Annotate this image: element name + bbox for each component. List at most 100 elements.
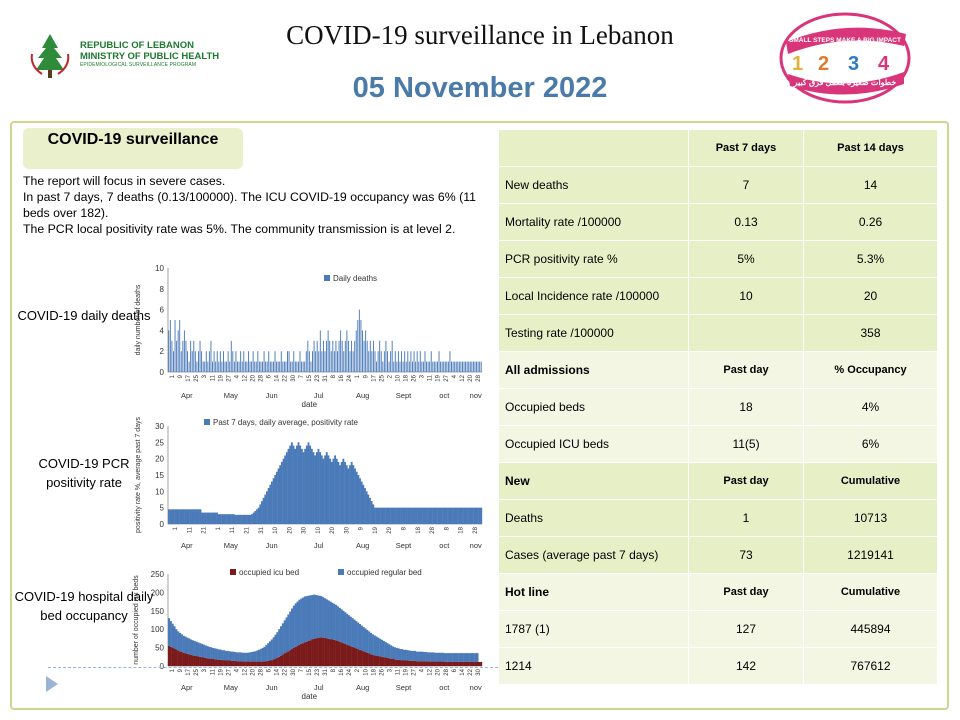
bar-icu: [445, 661, 448, 666]
bar: [259, 504, 262, 524]
bar-regular: [177, 631, 180, 651]
bar: [318, 351, 320, 372]
bar-icu: [265, 661, 268, 666]
table-cell-c3: Cumulative: [803, 573, 938, 611]
bar: [452, 361, 454, 372]
month-label: nov: [470, 683, 482, 692]
bar: [355, 330, 357, 372]
bar-icu: [197, 656, 200, 666]
bar: [443, 361, 445, 372]
x-tick-label: 10: [395, 374, 401, 381]
x-tick-label: 30: [291, 668, 297, 675]
bar-icu: [336, 640, 339, 666]
bar: [362, 330, 363, 372]
bar-icu: [246, 661, 249, 666]
play-arrow-icon[interactable]: [46, 676, 58, 692]
bar-icu: [362, 651, 365, 666]
bar: [168, 330, 170, 372]
bar-regular: [259, 649, 262, 662]
bar-icu: [287, 651, 290, 666]
bar: [344, 340, 346, 372]
bar-regular: [369, 632, 373, 655]
bar: [304, 361, 306, 372]
bar: [219, 351, 221, 372]
x-tick-label: 21: [245, 526, 251, 533]
bar: [423, 507, 426, 524]
bar: [264, 494, 267, 524]
bar-icu: [276, 657, 279, 666]
table-cell-c1: New: [498, 462, 689, 500]
bar-icu: [421, 661, 424, 666]
x-tick-label: 2: [355, 668, 361, 672]
bar: [210, 340, 212, 372]
legend-label: occupied regular bed: [347, 568, 422, 577]
bar-regular: [366, 629, 369, 653]
x-tick-label: 1: [355, 374, 361, 378]
bar: [334, 455, 336, 524]
bar: [319, 330, 321, 372]
bar-icu: [432, 661, 435, 666]
bar-regular: [379, 638, 382, 657]
bar-icu: [325, 638, 328, 666]
bar-regular: [382, 640, 385, 658]
x-tick-label: 16: [339, 668, 345, 675]
bar: [291, 361, 293, 372]
bar: [457, 507, 459, 524]
bar: [449, 351, 451, 372]
bar: [258, 361, 260, 372]
bar-icu: [215, 659, 218, 666]
bar-icu: [357, 649, 360, 666]
bar: [168, 509, 170, 524]
x-tick-label: 1: [170, 374, 176, 378]
bar: [201, 512, 204, 524]
x-tick-label: 28: [473, 526, 479, 533]
bar: [335, 458, 338, 524]
y-tick-label: 200: [151, 588, 165, 597]
table-row: Occupied beds 18 4%: [498, 388, 938, 426]
bar: [437, 361, 438, 372]
bar: [277, 468, 280, 524]
bar: [244, 361, 246, 372]
bar-regular: [434, 652, 437, 662]
bar-icu: [221, 660, 224, 666]
bar: [262, 361, 263, 372]
bar: [458, 361, 460, 372]
bar: [267, 488, 270, 524]
x-tick-label: 27: [226, 668, 232, 675]
bar: [472, 507, 474, 524]
bar: [374, 507, 376, 524]
bar: [343, 351, 345, 372]
bar-regular: [368, 631, 371, 654]
month-label: Apr: [181, 683, 193, 692]
bar-icu: [377, 656, 380, 666]
bar: [437, 507, 440, 524]
bar: [189, 509, 192, 524]
bar: [340, 330, 342, 372]
bar: [410, 351, 412, 372]
x-tick-label: 30: [476, 668, 482, 675]
bar: [316, 340, 318, 372]
bar: [192, 509, 195, 524]
bar: [208, 351, 210, 372]
bar: [352, 351, 354, 372]
table-cell-c1: Occupied ICU beds: [498, 425, 689, 463]
bar-regular: [199, 643, 202, 657]
table-row: New Past day Cumulative: [498, 462, 938, 500]
bar-icu: [208, 658, 211, 666]
bar-regular: [408, 650, 411, 661]
table-cell-c1: Testing rate /100000: [498, 314, 689, 352]
bar-regular: [386, 643, 389, 658]
bar: [279, 465, 282, 524]
bar-icu: [478, 661, 481, 666]
bar: [169, 320, 171, 372]
bar: [180, 351, 182, 372]
bar-regular: [364, 628, 367, 653]
bar: [347, 340, 349, 372]
bar-icu: [173, 648, 176, 666]
y-axis-label: daily number of deaths: [135, 284, 142, 355]
y-tick-label: 4: [160, 326, 165, 335]
bar-regular: [417, 651, 420, 662]
x-tick-label: 4: [234, 668, 240, 672]
bar: [187, 351, 188, 372]
bar-regular: [412, 650, 415, 661]
